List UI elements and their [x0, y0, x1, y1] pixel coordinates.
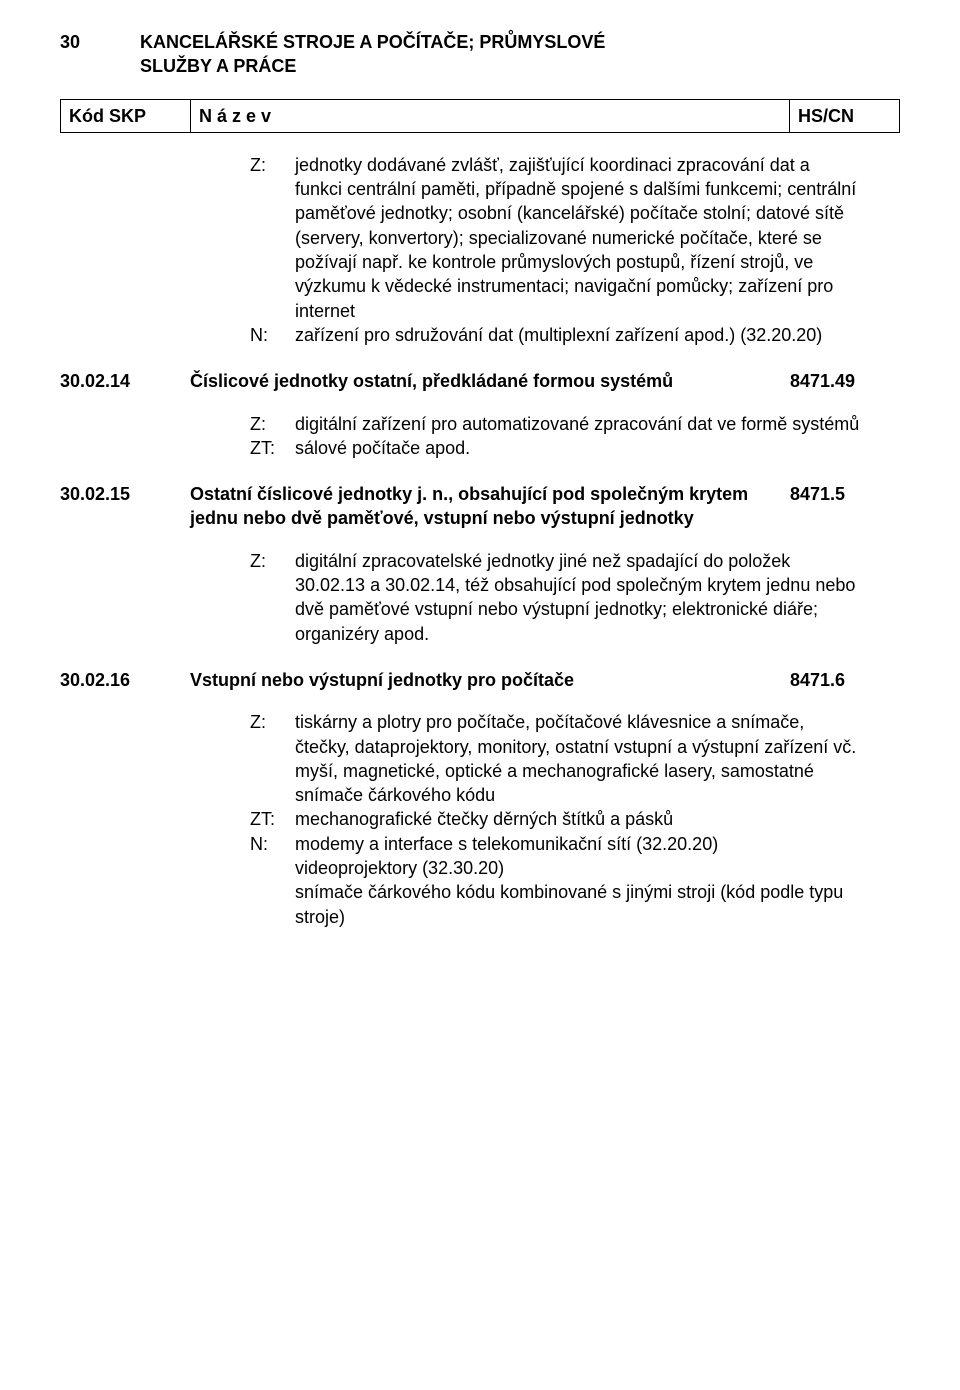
note-label-z: Z:: [250, 412, 285, 436]
item-16-notes: Z: tiskárny a plotry pro počítače, počít…: [250, 710, 860, 929]
item-15-title: Ostatní číslicové jednotky j. n., obsahu…: [190, 482, 790, 531]
item-16-note-n: N: modemy a interface s telekomunikační …: [250, 832, 860, 929]
item-15-hs: 8471.5: [790, 482, 900, 531]
note-label-z: Z:: [250, 710, 285, 807]
item-16-n-text: modemy a interface s telekomunikační sít…: [295, 832, 860, 929]
item-14-z-text: digitální zařízení pro automatizované zp…: [295, 412, 860, 436]
note-label-zt: ZT:: [250, 436, 285, 460]
col-header-kod: Kód SKP: [61, 99, 191, 132]
item-16-zt-text: mechanografické čtečky děrných štítků a …: [295, 807, 860, 831]
note-label-z: Z:: [250, 549, 285, 646]
item-16-hs: 8471.6: [790, 668, 900, 692]
item-14-title: Číslicové jednotky ostatní, předkládané …: [190, 369, 790, 393]
item-14-note-z: Z: digitální zařízení pro automatizované…: [250, 412, 860, 436]
item-16-code: 30.02.16: [60, 668, 190, 692]
item-14-header: 30.02.14 Číslicové jednotky ostatní, pře…: [60, 369, 900, 393]
item-14-code: 30.02.14: [60, 369, 190, 393]
item-16-z-text: tiskárny a plotry pro počítače, počítačo…: [295, 710, 860, 807]
section-header: 30 KANCELÁŘSKÉ STROJE A POČÍTAČE; PRŮMYS…: [60, 30, 900, 79]
item-15-z-text: digitální zpracovatelské jednotky jiné n…: [295, 549, 860, 646]
item-14-hs: 8471.49: [790, 369, 900, 393]
item-14-notes: Z: digitální zařízení pro automatizované…: [250, 412, 860, 461]
item-16-title: Vstupní nebo výstupní jednotky pro počít…: [190, 668, 790, 692]
intro-note-block: Z: jednotky dodávané zvlášť, zajišťující…: [250, 153, 860, 347]
item-16-header: 30.02.16 Vstupní nebo výstupní jednotky …: [60, 668, 900, 692]
item-16-note-zt: ZT: mechanografické čtečky děrných štítk…: [250, 807, 860, 831]
item-14-note-zt: ZT: sálové počítače apod.: [250, 436, 860, 460]
col-header-hs: HS/CN: [790, 99, 900, 132]
section-title: KANCELÁŘSKÉ STROJE A POČÍTAČE; PRŮMYSLOV…: [140, 30, 640, 79]
note-text-z: jednotky dodávané zvlášť, zajišťující ko…: [295, 153, 860, 323]
col-header-name: N á z e v: [191, 99, 790, 132]
note-n: N: zařízení pro sdružování dat (multiple…: [250, 323, 860, 347]
note-label-zt: ZT:: [250, 807, 285, 831]
note-z: Z: jednotky dodávané zvlášť, zajišťující…: [250, 153, 860, 323]
section-number: 30: [60, 30, 80, 79]
item-16-note-z: Z: tiskárny a plotry pro počítače, počít…: [250, 710, 860, 807]
item-15-note-z: Z: digitální zpracovatelské jednotky jin…: [250, 549, 860, 646]
column-header-table: Kód SKP N á z e v HS/CN: [60, 99, 900, 133]
note-label-z: Z:: [250, 153, 285, 323]
note-text-n: zařízení pro sdružování dat (multiplexní…: [295, 323, 860, 347]
item-15-notes: Z: digitální zpracovatelské jednotky jin…: [250, 549, 860, 646]
note-label-n: N:: [250, 832, 285, 929]
item-15-header: 30.02.15 Ostatní číslicové jednotky j. n…: [60, 482, 900, 531]
item-14-zt-text: sálové počítače apod.: [295, 436, 860, 460]
note-label-n: N:: [250, 323, 285, 347]
item-15-code: 30.02.15: [60, 482, 190, 531]
